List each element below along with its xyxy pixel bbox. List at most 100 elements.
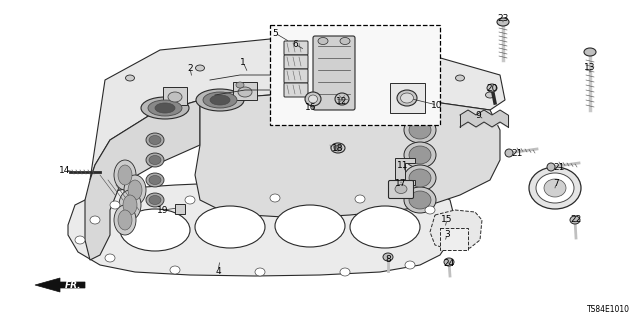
Polygon shape xyxy=(85,100,200,260)
Ellipse shape xyxy=(128,180,142,200)
Ellipse shape xyxy=(75,236,85,244)
Ellipse shape xyxy=(487,84,497,92)
Ellipse shape xyxy=(486,92,495,98)
Ellipse shape xyxy=(146,173,164,187)
Ellipse shape xyxy=(536,173,574,203)
Ellipse shape xyxy=(275,205,345,247)
Text: 3: 3 xyxy=(444,229,450,238)
Text: 13: 13 xyxy=(584,62,596,71)
Text: 4: 4 xyxy=(215,267,221,276)
Text: 12: 12 xyxy=(336,97,348,106)
Bar xyxy=(440,228,468,250)
Ellipse shape xyxy=(146,133,164,147)
Ellipse shape xyxy=(341,85,389,107)
Polygon shape xyxy=(90,38,505,180)
Ellipse shape xyxy=(155,103,175,113)
Ellipse shape xyxy=(378,85,392,95)
FancyBboxPatch shape xyxy=(284,69,308,83)
Bar xyxy=(373,80,397,98)
Ellipse shape xyxy=(397,90,417,106)
Ellipse shape xyxy=(118,210,132,230)
Ellipse shape xyxy=(529,167,581,209)
Text: 15: 15 xyxy=(441,214,452,223)
FancyBboxPatch shape xyxy=(313,36,355,110)
Ellipse shape xyxy=(148,100,182,116)
Ellipse shape xyxy=(456,75,465,81)
Ellipse shape xyxy=(435,236,445,244)
Text: 2: 2 xyxy=(187,63,193,73)
Ellipse shape xyxy=(308,95,317,103)
Ellipse shape xyxy=(238,87,252,97)
Text: TS84E1010: TS84E1010 xyxy=(587,305,630,314)
Text: 24: 24 xyxy=(444,260,454,268)
Ellipse shape xyxy=(270,194,280,202)
Ellipse shape xyxy=(340,268,350,276)
Text: 18: 18 xyxy=(332,143,344,153)
Text: 21: 21 xyxy=(554,163,564,172)
Ellipse shape xyxy=(236,82,244,88)
Bar xyxy=(163,87,187,105)
Ellipse shape xyxy=(149,196,161,204)
Bar xyxy=(270,25,440,125)
Ellipse shape xyxy=(255,268,265,276)
Ellipse shape xyxy=(125,75,134,81)
Ellipse shape xyxy=(149,156,161,164)
Text: FR.: FR. xyxy=(65,281,81,290)
Ellipse shape xyxy=(305,92,321,106)
FancyBboxPatch shape xyxy=(284,55,308,69)
Text: 6: 6 xyxy=(292,39,298,49)
Ellipse shape xyxy=(335,93,349,105)
Ellipse shape xyxy=(114,205,136,235)
Polygon shape xyxy=(68,182,455,276)
Ellipse shape xyxy=(401,93,413,103)
Ellipse shape xyxy=(355,91,375,101)
Text: 10: 10 xyxy=(431,100,443,109)
Bar xyxy=(303,80,327,98)
Ellipse shape xyxy=(119,190,141,220)
Ellipse shape xyxy=(404,165,436,191)
Ellipse shape xyxy=(120,209,190,251)
Ellipse shape xyxy=(383,253,393,261)
Ellipse shape xyxy=(497,18,509,26)
Ellipse shape xyxy=(195,206,265,248)
Text: 5: 5 xyxy=(272,28,278,37)
Text: 23: 23 xyxy=(497,13,509,22)
Text: 22: 22 xyxy=(570,214,582,223)
FancyBboxPatch shape xyxy=(388,180,413,198)
FancyBboxPatch shape xyxy=(284,41,308,55)
Ellipse shape xyxy=(203,92,237,108)
Ellipse shape xyxy=(146,153,164,167)
Ellipse shape xyxy=(110,201,120,209)
Text: 11: 11 xyxy=(397,161,409,170)
Ellipse shape xyxy=(123,195,137,215)
Text: 7: 7 xyxy=(553,179,559,188)
Bar xyxy=(175,204,185,214)
Bar xyxy=(233,82,257,100)
Bar xyxy=(390,83,425,113)
Ellipse shape xyxy=(170,266,180,274)
Ellipse shape xyxy=(105,254,115,262)
Ellipse shape xyxy=(404,117,436,143)
Ellipse shape xyxy=(141,97,189,119)
Ellipse shape xyxy=(210,95,230,105)
Ellipse shape xyxy=(318,37,328,44)
Ellipse shape xyxy=(195,65,205,71)
Ellipse shape xyxy=(350,206,420,248)
Text: 20: 20 xyxy=(486,84,498,92)
Ellipse shape xyxy=(271,86,319,108)
Ellipse shape xyxy=(124,175,146,205)
Text: 16: 16 xyxy=(305,102,317,111)
Ellipse shape xyxy=(278,89,312,105)
Text: 19: 19 xyxy=(157,205,169,214)
Ellipse shape xyxy=(146,193,164,207)
Ellipse shape xyxy=(584,48,596,56)
Ellipse shape xyxy=(444,258,454,266)
Polygon shape xyxy=(395,158,415,185)
Ellipse shape xyxy=(395,185,407,194)
Ellipse shape xyxy=(505,149,513,157)
Polygon shape xyxy=(35,278,85,292)
Ellipse shape xyxy=(185,196,195,204)
Ellipse shape xyxy=(409,121,431,139)
Text: 1: 1 xyxy=(240,58,246,67)
Ellipse shape xyxy=(404,187,436,213)
